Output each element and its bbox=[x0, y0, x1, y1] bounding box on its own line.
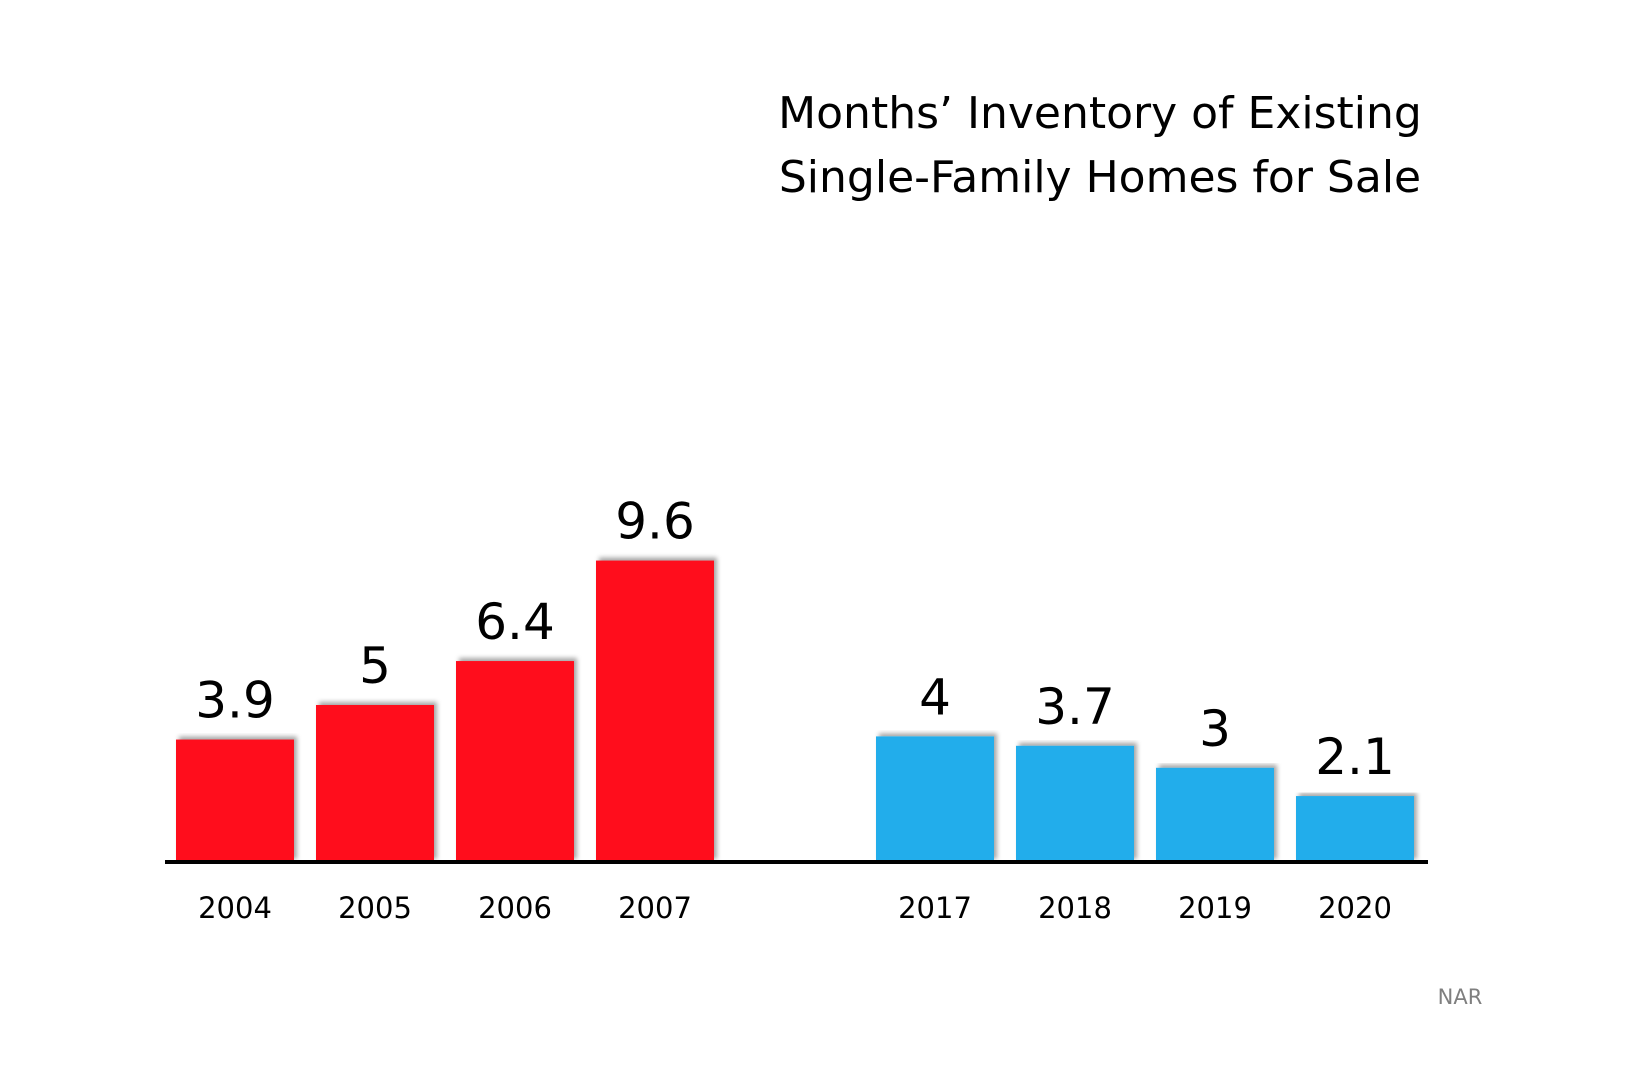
value-label-2017: 4 bbox=[919, 668, 951, 726]
x-tick-label-2019: 2019 bbox=[1178, 891, 1252, 925]
value-label-2006: 6.4 bbox=[475, 593, 555, 651]
value-label-2005: 5 bbox=[359, 637, 391, 695]
bar-2005 bbox=[316, 705, 434, 862]
bar-2018 bbox=[1016, 745, 1134, 862]
source-note: NAR bbox=[1437, 985, 1483, 1009]
chart-title-line-2: Single-Family Homes for Sale bbox=[778, 152, 1422, 203]
bar-2007 bbox=[596, 560, 714, 862]
value-label-2018: 3.7 bbox=[1035, 678, 1115, 736]
value-label-2019: 3 bbox=[1199, 700, 1231, 758]
x-tick-label-2007: 2007 bbox=[618, 891, 692, 925]
x-axis-tick-labels: 2004 2005 2006 2007 2017 2018 2019 2020 bbox=[198, 891, 1392, 925]
x-tick-label-2020: 2020 bbox=[1318, 891, 1392, 925]
x-tick-label-2006: 2006 bbox=[478, 891, 552, 925]
x-tick-label-2018: 2018 bbox=[1038, 891, 1112, 925]
x-tick-label-2004: 2004 bbox=[198, 891, 272, 925]
bar-2017 bbox=[876, 736, 994, 862]
bars-group bbox=[176, 560, 1414, 862]
chart-title-line-1: Months’ Inventory of Existing bbox=[778, 88, 1422, 139]
value-label-2020: 2.1 bbox=[1315, 728, 1395, 786]
bar-2020 bbox=[1296, 796, 1414, 862]
value-label-2004: 3.9 bbox=[195, 672, 275, 730]
bar-2004 bbox=[176, 739, 294, 862]
chart-title: Months’ Inventory of Existing Single-Fam… bbox=[720, 82, 1480, 210]
bar-2006 bbox=[456, 661, 574, 862]
x-tick-label-2005: 2005 bbox=[338, 891, 412, 925]
value-label-2007: 9.6 bbox=[615, 493, 695, 551]
value-labels-group: 3.9 5 6.4 9.6 4 3.7 3 2.1 bbox=[195, 493, 1395, 787]
bar-2019 bbox=[1156, 767, 1274, 862]
x-tick-label-2017: 2017 bbox=[898, 891, 972, 925]
